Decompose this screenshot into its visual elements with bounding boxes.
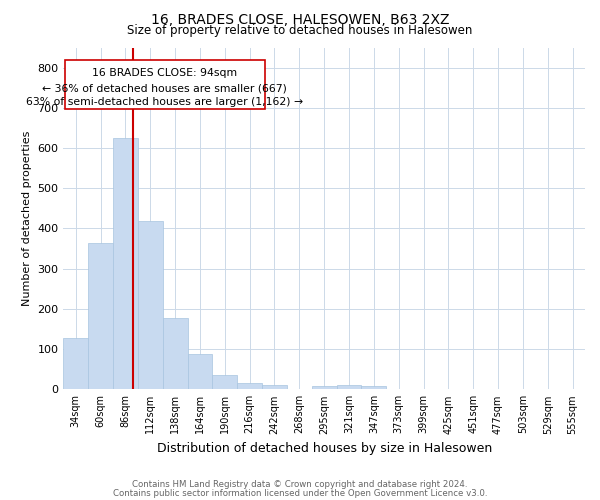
Bar [188,354,212,390]
Bar [163,318,188,390]
Bar [64,338,88,390]
Bar [312,386,337,390]
Bar [212,375,237,390]
Text: Contains HM Land Registry data © Crown copyright and database right 2024.: Contains HM Land Registry data © Crown c… [132,480,468,489]
Bar [88,242,113,390]
FancyBboxPatch shape [65,60,265,108]
X-axis label: Distribution of detached houses by size in Halesowen: Distribution of detached houses by size … [157,442,492,455]
Bar [237,383,262,390]
Bar [337,386,361,390]
Text: Contains public sector information licensed under the Open Government Licence v3: Contains public sector information licen… [113,488,487,498]
Text: ← 36% of detached houses are smaller (667): ← 36% of detached houses are smaller (66… [42,83,287,93]
Text: 16 BRADES CLOSE: 94sqm: 16 BRADES CLOSE: 94sqm [92,68,237,78]
Text: Size of property relative to detached houses in Halesowen: Size of property relative to detached ho… [127,24,473,37]
Y-axis label: Number of detached properties: Number of detached properties [22,130,32,306]
Bar [113,138,138,390]
Text: 16, BRADES CLOSE, HALESOWEN, B63 2XZ: 16, BRADES CLOSE, HALESOWEN, B63 2XZ [151,12,449,26]
Bar [262,386,287,390]
Text: 63% of semi-detached houses are larger (1,162) →: 63% of semi-detached houses are larger (… [26,97,303,107]
Bar [138,221,163,390]
Bar [361,386,386,390]
